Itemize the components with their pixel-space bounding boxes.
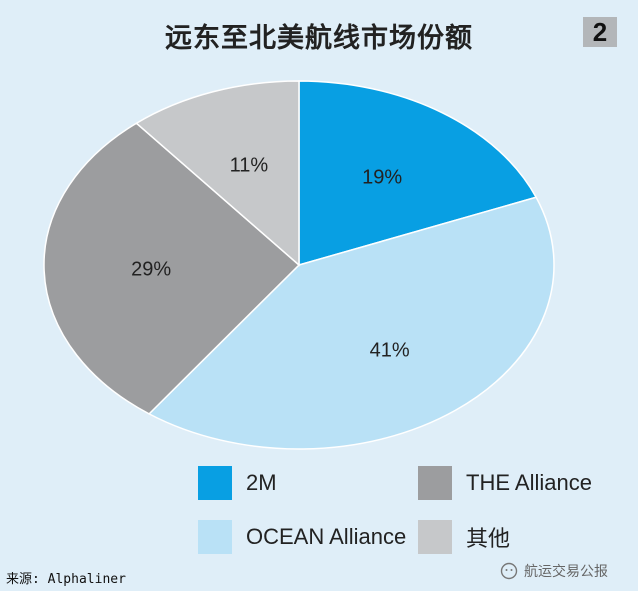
legend-label-other: 其他 [466, 526, 511, 551]
figure-number-badge: 2 [583, 17, 617, 47]
slice-value-label: 29% [131, 258, 171, 280]
legend-swatch-other [418, 520, 452, 554]
source-note: 来源: Alphaliner [6, 572, 126, 587]
legend-label-the-alliance: THE Alliance [466, 470, 592, 495]
legend-item-other: 其他 [418, 520, 510, 554]
slice-value-label: 11% [230, 155, 269, 177]
slice-value-label: 41% [370, 339, 410, 361]
pie-slice-ocean-alliance [147, 196, 555, 450]
pie-slice-the-alliance [43, 122, 301, 415]
pie-slice-其他 [135, 80, 300, 267]
legend-item-ocean-alliance: OCEAN Alliance [198, 520, 406, 554]
legend-item-the-alliance: THE Alliance [418, 466, 592, 500]
legend-swatch-ocean-alliance [198, 520, 232, 554]
pie-slice-2m [298, 80, 538, 266]
watermark-text: 航运交易公报 [524, 564, 608, 580]
chart-title: 远东至北美航线市场份额 [165, 23, 473, 54]
watermark: 航运交易公报 [500, 561, 608, 581]
legend-label-2m: 2M [246, 470, 277, 495]
legend-label-ocean-alliance: OCEAN Alliance [246, 524, 407, 549]
legend-swatch-the-alliance [418, 466, 452, 500]
slice-value-label: 19% [362, 167, 402, 189]
legend-item-2m: 2M [198, 466, 277, 500]
legend-swatch-2m [198, 466, 232, 500]
wechat-icon [500, 562, 518, 580]
